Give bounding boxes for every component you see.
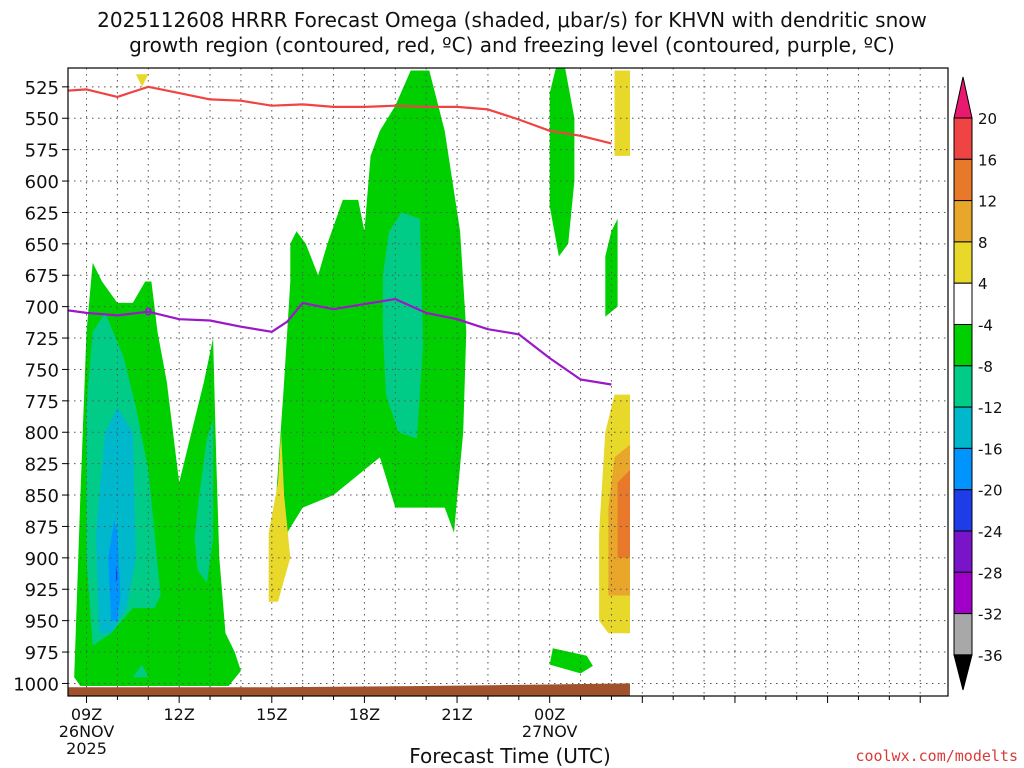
chart-title-line-2: growth region (contoured, red, ºC) and f… bbox=[129, 33, 895, 57]
omega-region-12 bbox=[268, 432, 291, 602]
y-tick-label: 975 bbox=[25, 643, 59, 664]
y-tick-label: 925 bbox=[25, 580, 59, 601]
omega-region-14 bbox=[614, 70, 630, 156]
y-tick-label: 825 bbox=[25, 455, 59, 476]
y-tick-label: 700 bbox=[25, 298, 59, 319]
colorbar-segment bbox=[953, 324, 973, 367]
x-tick-label: 18Z bbox=[349, 705, 380, 724]
x-tick-label: 2025 bbox=[66, 739, 107, 758]
colorbar-label: -4 bbox=[978, 317, 993, 335]
colorbar-segment bbox=[953, 241, 973, 284]
y-tick-label: 775 bbox=[25, 392, 59, 413]
y-tick-label: 725 bbox=[25, 329, 59, 350]
colorbar-bottom-triangle bbox=[953, 654, 973, 691]
colorbar-label: 4 bbox=[978, 275, 988, 293]
x-tick-label: 09Z bbox=[71, 705, 102, 724]
plot-frame bbox=[67, 67, 949, 697]
colorbar-label: -8 bbox=[978, 358, 993, 376]
omega-region-4 bbox=[605, 218, 618, 317]
y-tick-label: 950 bbox=[25, 612, 59, 633]
omega-region-3 bbox=[549, 648, 593, 674]
x-axis-label: Forecast Time (UTC) bbox=[409, 744, 611, 768]
colorbar-segment bbox=[953, 158, 973, 202]
colorbar-segment bbox=[953, 117, 973, 160]
colorbar-segment bbox=[953, 282, 973, 326]
colorbar-segment bbox=[953, 406, 973, 449]
colorbar-segment bbox=[953, 613, 973, 656]
y-tick-label: 575 bbox=[25, 141, 59, 162]
colorbar-label: -16 bbox=[978, 440, 1003, 458]
y-tick-label: 800 bbox=[25, 423, 59, 444]
chart-title-line-1: 2025112608 HRRR Forecast Omega (shaded, … bbox=[97, 8, 927, 32]
series-line-freezing-level bbox=[68, 298, 612, 386]
colorbar-label: -24 bbox=[978, 523, 1003, 541]
y-tick-label: 650 bbox=[25, 235, 59, 256]
colorbar-top-triangle bbox=[953, 76, 973, 119]
x-tick-label: 27NOV bbox=[522, 722, 578, 741]
x-tick-label: 21Z bbox=[441, 705, 472, 724]
omega-region-13 bbox=[135, 74, 149, 87]
omega-region-1 bbox=[271, 70, 467, 558]
colorbar-label: -20 bbox=[978, 482, 1003, 500]
y-tick-label: 900 bbox=[25, 549, 59, 570]
colorbar-label: -12 bbox=[978, 399, 1003, 417]
x-tick-label: 15Z bbox=[256, 705, 287, 724]
colorbar-label: 16 bbox=[978, 151, 997, 169]
omega-region-8 bbox=[132, 664, 149, 678]
colorbar-label: 12 bbox=[978, 193, 997, 211]
colorbar-segment bbox=[953, 200, 973, 243]
colorbar-label: -28 bbox=[978, 564, 1003, 582]
plot-content: 0 bbox=[68, 68, 948, 696]
x-tick-label: 00Z bbox=[534, 705, 565, 724]
y-tick-label: 625 bbox=[25, 203, 59, 224]
colorbar-label: 20 bbox=[978, 110, 997, 128]
surface-terrain bbox=[68, 683, 630, 696]
y-tick-label: 750 bbox=[25, 360, 59, 381]
freezing-level-label: 0 bbox=[144, 306, 152, 319]
colorbar-segment bbox=[953, 365, 973, 408]
omega-region-2 bbox=[549, 68, 575, 257]
omega-region-17 bbox=[617, 469, 630, 558]
x-tick-label: 26NOV bbox=[59, 722, 115, 741]
x-tick-label: 12Z bbox=[163, 705, 194, 724]
colorbar-segment bbox=[953, 530, 973, 573]
y-tick-label: 875 bbox=[25, 517, 59, 538]
colorbar-label: -32 bbox=[978, 606, 1003, 624]
series-line-snow-growth bbox=[68, 85, 612, 145]
y-tick-label: 1000 bbox=[13, 674, 59, 695]
y-tick-label: 550 bbox=[25, 109, 59, 130]
colorbar-segment bbox=[953, 447, 973, 491]
colorbar-label: -36 bbox=[978, 647, 1003, 665]
omega-region-10 bbox=[108, 520, 121, 621]
omega-region-9 bbox=[95, 407, 136, 634]
omega-region-7 bbox=[382, 212, 424, 439]
y-tick-label: 850 bbox=[25, 486, 59, 507]
y-tick-label: 525 bbox=[25, 78, 59, 99]
omega-region-6 bbox=[194, 419, 214, 583]
y-tick-label: 675 bbox=[25, 266, 59, 287]
colorbar-label: 8 bbox=[978, 234, 988, 252]
colorbar-segment bbox=[953, 571, 973, 615]
y-tick-label: 600 bbox=[25, 172, 59, 193]
colorbar-segment bbox=[953, 489, 973, 532]
credit-text: coolwx.com/modelts bbox=[855, 747, 1018, 765]
omega-region-11 bbox=[115, 564, 118, 583]
